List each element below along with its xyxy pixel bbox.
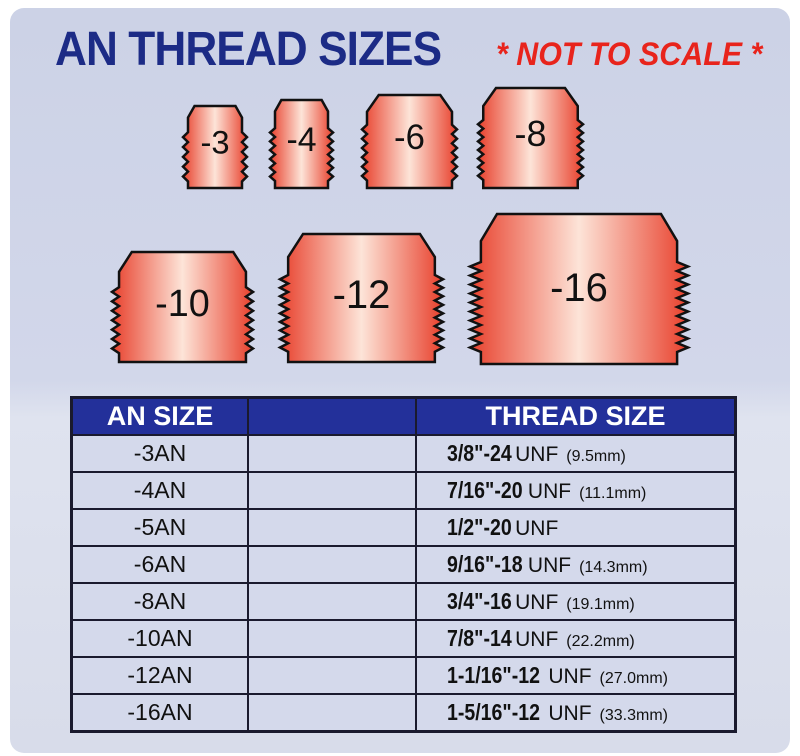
thread-spec: 7/8"-14 [447,625,512,651]
blank-cell [247,656,417,695]
fittings-diagram: -3 -4 -6 -8 -10 -12 -16 [109,86,692,366]
page-title: AN THREAD SIZES [55,23,442,76]
fitting-label: -8 [514,113,546,154]
fitting-shape [476,86,585,190]
thread-size-cell: 7/8"-14 UNF (22.2mm) [415,619,737,658]
thread-type: UNF [515,591,559,614]
thread-size-cell: 1-5/16"-12 UNF (33.3mm) [415,693,737,733]
fitting-shape [466,212,692,366]
thread-size-cell: 3/8"-24 UNF (9.5mm) [415,434,737,473]
header-blank [247,396,417,436]
header-thread-size: THREAD SIZE [415,396,737,436]
thread-spec: 3/4"-16 [447,588,512,614]
metric-size: (33.3mm) [599,707,668,724]
thread-size-cell: 9/16"-18 UNF (14.3mm) [415,545,737,584]
thread-spec: 7/16"-20 [447,477,523,503]
thread-spec: 3/8"-24 [447,440,512,466]
blank-cell [247,582,417,621]
fitting: -6 [360,93,459,190]
table-header-row: AN SIZE THREAD SIZE [70,396,737,436]
fitting: -3 [181,104,249,190]
table-row: -10AN 7/8"-14 UNF (22.2mm) [70,619,737,658]
fitting-label: -3 [200,124,229,161]
table-row: -5AN 1/2"-20 UNF [70,508,737,547]
thread-spec: 9/16"-18 [447,551,523,577]
thread-type: UNF [515,443,559,466]
metric-size: (19.1mm) [566,596,635,613]
table-row: -16AN 1-5/16"-12 UNF (33.3mm) [70,693,737,733]
an-size-cell: -16AN [70,693,249,733]
fitting-label: -6 [394,119,425,157]
an-size-cell: -4AN [70,471,249,510]
thread-type: UNF [515,517,559,540]
thread-size-cell: 1-1/16"-12 UNF (27.0mm) [415,656,737,695]
fitting: -12 [277,232,446,364]
thread-type: UNF [515,628,559,651]
fitting-label: -4 [286,121,316,159]
fitting-shape [181,104,249,190]
blank-cell [247,508,417,547]
header-an-size: AN SIZE [70,396,249,436]
an-size-cell: -3AN [70,434,249,473]
thread-size-table: AN SIZE THREAD SIZE -3AN 3/8"-24 UNF (9.5m… [70,396,737,733]
fitting: -8 [476,86,585,190]
table-row: -12AN 1-1/16"-12 UNF (27.0mm) [70,656,737,695]
fitting-shape [109,250,256,364]
fitting: -16 [466,212,692,366]
table-row: -8AN 3/4"-16 UNF (19.1mm) [70,582,737,621]
fitting-shape [268,98,335,190]
fitting: -10 [109,250,256,364]
fitting-shape [277,232,446,364]
an-size-cell: -8AN [70,582,249,621]
thread-size-cell: 1/2"-20 UNF [415,508,737,547]
table-row: -4AN 7/16"-20 UNF (11.1mm) [70,471,737,510]
thread-spec: 1/2"-20 [447,514,512,540]
fitting-shape [360,93,459,190]
blank-cell [247,471,417,510]
an-size-cell: -12AN [70,656,249,695]
thread-type: UNF [527,480,572,503]
fitting-label: -12 [333,273,391,317]
thread-size-cell: 3/4"-16 UNF (19.1mm) [415,582,737,621]
blank-cell [247,693,417,733]
table-row: -3AN 3/8"-24 UNF (9.5mm) [70,434,737,473]
thread-spec: 1-5/16"-12 [447,699,540,725]
metric-size: (9.5mm) [566,448,626,465]
thread-size-cell: 7/16"-20 UNF (11.1mm) [415,471,737,510]
blank-cell [247,434,417,473]
blank-cell [247,545,417,584]
thread-type: UNF [527,554,572,577]
metric-size: (22.2mm) [566,633,635,650]
thread-type: UNF [548,665,592,688]
an-size-cell: -5AN [70,508,249,547]
fitting: -4 [268,98,335,190]
fitting-label: -16 [550,266,608,310]
metric-size: (27.0mm) [599,670,668,687]
blank-cell [247,619,417,658]
metric-size: (11.1mm) [579,485,647,502]
thread-spec: 1-1/16"-12 [447,662,540,688]
table-row: -6AN 9/16"-18 UNF (14.3mm) [70,545,737,584]
an-size-cell: -10AN [70,619,249,658]
an-size-cell: -6AN [70,545,249,584]
fitting-label: -10 [155,283,210,325]
metric-size: (14.3mm) [579,559,648,576]
not-to-scale-note: * NOT TO SCALE * [496,36,763,72]
thread-type: UNF [548,702,592,725]
